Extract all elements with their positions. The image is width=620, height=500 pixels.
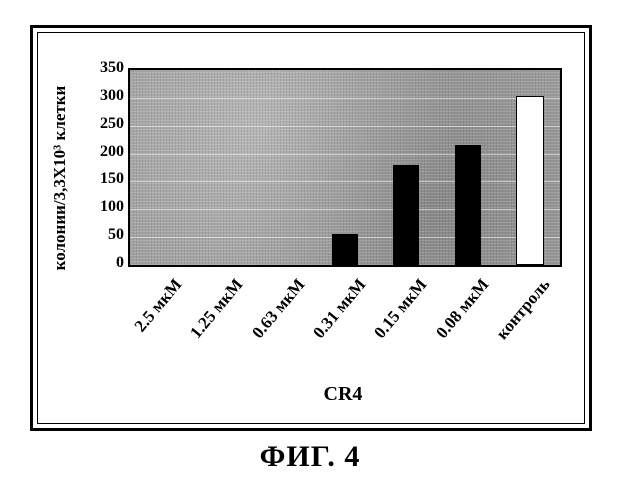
- bar: [455, 145, 481, 265]
- bar: [393, 165, 419, 265]
- y-tick: 200: [74, 144, 124, 160]
- figure-caption: ФИГ. 4: [0, 440, 620, 474]
- bar: [516, 96, 544, 265]
- bar: [332, 234, 358, 265]
- y-tick: 0: [74, 255, 124, 271]
- y-tick: 150: [74, 171, 124, 187]
- figure-inner-frame: колонии/3,3Х10³ клетки CR4 0 50 100 150 200 2…: [37, 32, 585, 424]
- y-tick: 300: [74, 88, 124, 104]
- y-tick: 250: [74, 116, 124, 132]
- y-tick: 350: [74, 60, 124, 76]
- bars-layer: [130, 70, 560, 265]
- figure-outer-frame: колонии/3,3Х10³ клетки CR4 0 50 100 150 200 2…: [30, 25, 592, 431]
- y-tick: 50: [74, 227, 124, 243]
- chart-plot-area: [128, 68, 562, 267]
- page: колонии/3,3Х10³ клетки CR4 0 50 100 150 200 2…: [0, 0, 620, 500]
- y-tick: 100: [74, 199, 124, 215]
- x-axis-title: CR4: [313, 383, 373, 406]
- y-axis-label: колонии/3,3Х10³ клетки: [50, 53, 70, 303]
